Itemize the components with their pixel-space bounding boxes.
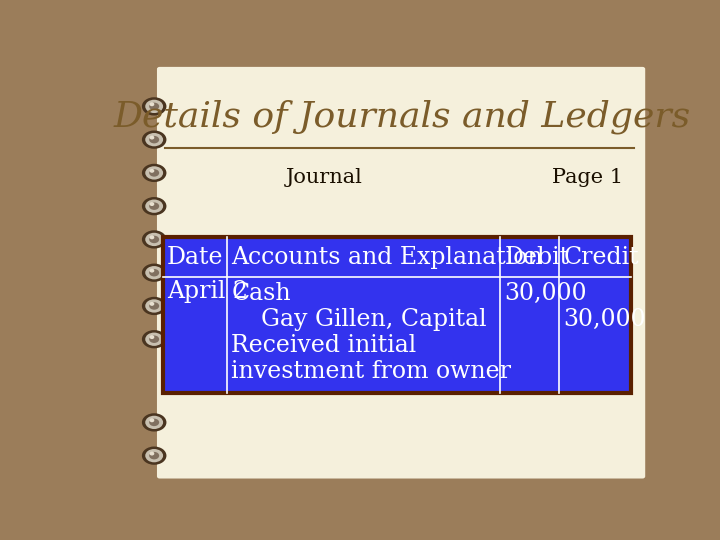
Text: Date: Date [167,246,223,268]
Circle shape [149,202,159,210]
Circle shape [142,330,166,348]
Text: Credit: Credit [563,246,639,268]
Text: investment from owner: investment from owner [231,360,511,383]
Circle shape [149,418,159,426]
Circle shape [149,169,159,177]
Circle shape [145,233,163,246]
Text: Debit: Debit [505,246,570,268]
Circle shape [142,230,166,248]
Text: Gay Gillen, Capital: Gay Gillen, Capital [231,308,487,331]
Text: Cash: Cash [231,282,291,305]
Text: Journal: Journal [286,167,363,186]
Circle shape [150,453,153,455]
Circle shape [142,264,166,282]
Circle shape [150,302,153,305]
Circle shape [145,166,163,180]
Text: 30,000: 30,000 [563,308,646,331]
Text: Details of Journals and Ledgers: Details of Journals and Ledgers [114,99,691,134]
Circle shape [145,449,163,462]
Circle shape [145,416,163,429]
Circle shape [149,235,159,243]
Circle shape [150,136,153,139]
Circle shape [145,199,163,213]
Circle shape [142,297,166,315]
Circle shape [150,336,153,339]
Circle shape [142,97,166,116]
Circle shape [142,197,166,215]
Circle shape [149,103,159,110]
Circle shape [142,164,166,182]
Text: Received initial: Received initial [231,334,416,357]
Text: Page 1: Page 1 [552,167,623,186]
Circle shape [145,333,163,346]
Circle shape [145,299,163,313]
Circle shape [150,419,153,422]
Circle shape [145,133,163,146]
Circle shape [150,269,153,272]
FancyBboxPatch shape [163,238,631,393]
Circle shape [142,447,166,465]
Circle shape [145,266,163,279]
Circle shape [149,269,159,276]
Circle shape [149,452,159,460]
Circle shape [150,170,153,172]
Circle shape [142,413,166,431]
Circle shape [150,103,153,105]
FancyBboxPatch shape [157,67,645,478]
Text: April 2: April 2 [167,280,248,303]
Circle shape [149,335,159,343]
Circle shape [150,236,153,239]
Circle shape [149,302,159,310]
Text: 30,000: 30,000 [505,282,588,305]
Circle shape [149,136,159,144]
Circle shape [150,203,153,205]
Text: Accounts and Explanation: Accounts and Explanation [231,246,543,268]
Circle shape [142,131,166,149]
Circle shape [145,100,163,113]
